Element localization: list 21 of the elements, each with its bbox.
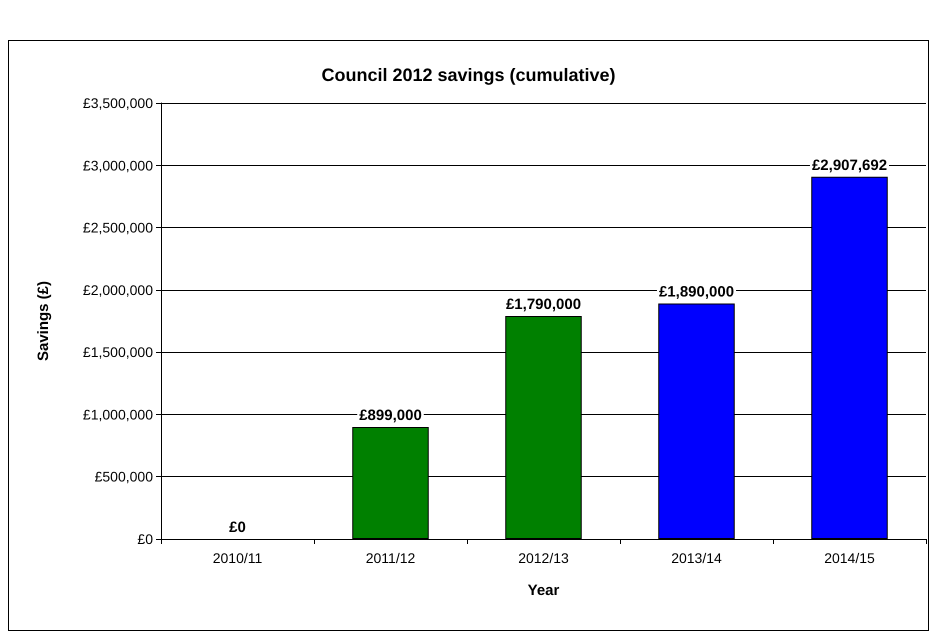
y-axis-title: Savings (£): [35, 280, 52, 362]
y-tick-label: £2,000,000: [82, 282, 154, 298]
y-tick-label: £1,000,000: [82, 406, 154, 422]
x-tick-label: 2012/13: [518, 550, 570, 566]
y-tick-label: £500,000: [94, 468, 154, 485]
y-tick-label: £1,500,000: [82, 344, 154, 360]
y-tick-label: £3,000,000: [82, 157, 154, 174]
x-axis-title: Year: [528, 582, 560, 599]
x-tick-label: 2011/12: [366, 550, 416, 566]
data-label: £1,790,000: [506, 296, 582, 314]
data-label: £0: [229, 519, 246, 536]
y-tick-label: £0: [137, 531, 154, 547]
y-tick-label: £3,500,000: [82, 95, 154, 111]
data-label: £2,907,692: [812, 156, 888, 174]
x-tick-label: 2010/11: [212, 550, 262, 566]
data-label: £899,000: [359, 407, 422, 424]
x-tick-label: 2013/14: [671, 550, 722, 566]
x-tick-label: 2014/15: [824, 550, 876, 566]
y-tick-label: £2,500,000: [82, 220, 154, 236]
data-label: £1,890,000: [658, 284, 734, 301]
chart-title: Council 2012 savings (cumulative): [321, 65, 616, 85]
